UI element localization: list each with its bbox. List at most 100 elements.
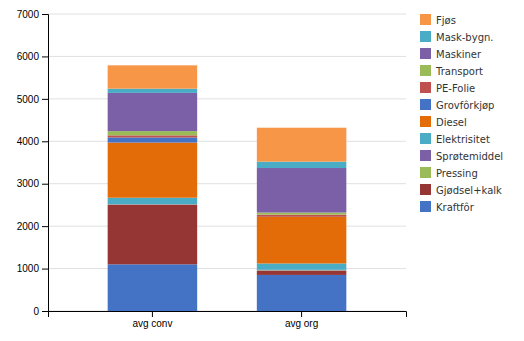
- tick-label: 5000: [17, 94, 40, 105]
- bar-segment: [108, 198, 198, 204]
- legend-item: Pressing: [420, 167, 478, 179]
- legend-item: Transport: [420, 65, 483, 77]
- tick-label: 7000: [17, 9, 40, 20]
- grid-line: [48, 14, 406, 15]
- series: [108, 264, 347, 311]
- tick-mark: [42, 14, 48, 15]
- bar-segment: [108, 264, 198, 311]
- legend-swatch: [420, 184, 431, 195]
- bar-segment: [257, 213, 347, 215]
- legend-label: Grovfôrkjøp: [436, 100, 494, 111]
- legend-swatch: [420, 14, 431, 25]
- plot: 01000200030004000500060007000avg convavg…: [17, 9, 407, 329]
- legend-label: Kraftfôr: [436, 202, 475, 213]
- tick: 7000: [17, 9, 48, 20]
- bar-segment: [257, 215, 347, 217]
- legend-label: Pressing: [436, 168, 478, 179]
- legend-item: Fjøs: [420, 14, 456, 26]
- legend-label: Transport: [435, 66, 483, 77]
- grid-line: [48, 226, 406, 227]
- grid-line: [48, 98, 406, 99]
- legend-item: Grovfôrkjøp: [420, 99, 494, 111]
- bar-segment: [257, 271, 347, 275]
- axis-line: [42, 15, 49, 312]
- bar-segment: [257, 217, 347, 264]
- legend-item: Diesel: [420, 116, 467, 128]
- bar-segment: [108, 143, 198, 198]
- tick-label: 1000: [17, 263, 40, 274]
- legend-label: Mask-bygn.: [436, 32, 494, 43]
- tick: avg conv: [132, 311, 172, 329]
- legend-item: Sprøtemiddel: [420, 150, 503, 162]
- tick-label: 3000: [17, 178, 40, 189]
- series: [108, 89, 347, 168]
- legend-label: Maskiner: [436, 49, 482, 60]
- series: [108, 205, 347, 271]
- x-axis: avg conv avg org: [49, 311, 407, 329]
- bar-segment: [108, 131, 198, 135]
- tick-mark: [42, 56, 48, 57]
- tick-mark: [152, 311, 153, 317]
- series: [108, 205, 347, 275]
- tick-mark: [42, 184, 48, 185]
- legend-swatch: [420, 150, 431, 161]
- legend-swatch: [420, 65, 431, 76]
- grid-line: [48, 141, 406, 142]
- legend-swatch: [420, 82, 431, 93]
- legend-swatch: [420, 201, 431, 212]
- tick-label: avg org: [285, 318, 318, 329]
- legend-swatch: [420, 99, 431, 110]
- grid-line: [48, 56, 406, 57]
- legend-item: Elektrisitet: [420, 133, 490, 145]
- bar-segment: [257, 263, 347, 269]
- legend-swatch: [420, 116, 431, 127]
- legend-label: Fjøs: [436, 15, 456, 26]
- grid-line: [48, 183, 406, 184]
- legend-label: PE-Folie: [436, 83, 475, 94]
- bar-segment: [257, 275, 347, 311]
- tick-label: 4000: [17, 136, 40, 147]
- y-axis: 0 1000 2000 3000 4000 5000 6000 7000: [17, 9, 49, 317]
- tick-mark: [42, 99, 48, 100]
- tick: 4000: [17, 136, 48, 147]
- tick: 2000: [17, 221, 48, 232]
- bar-segment: [257, 270, 347, 271]
- series: [108, 204, 347, 270]
- series: [108, 65, 347, 161]
- grid: [48, 14, 406, 311]
- legend-item: Maskiner: [420, 48, 482, 60]
- legend-swatch: [420, 167, 431, 178]
- bar-segment: [108, 89, 198, 93]
- chart: 01000200030004000500060007000avg convavg…: [0, 0, 524, 341]
- legend-label: Diesel: [436, 117, 467, 128]
- tick-mark: [42, 141, 48, 142]
- tick: 1000: [17, 263, 48, 274]
- legend-swatch: [420, 133, 431, 144]
- bar-segment: [108, 135, 198, 137]
- legend-item: Gjødsel+kalk: [420, 184, 502, 196]
- legend-item: PE-Folie: [420, 82, 475, 94]
- bar-segment: [257, 162, 347, 168]
- bar-segment: [108, 137, 198, 142]
- legend-label: Sprøtemiddel: [436, 151, 503, 162]
- legend-label: Elektrisitet: [436, 134, 490, 145]
- legend-swatch: [420, 31, 431, 42]
- bar-segment: [108, 93, 198, 131]
- tick: 0: [33, 306, 48, 317]
- legend-item: Mask-bygn.: [420, 31, 494, 43]
- bar-segment: [108, 204, 198, 205]
- legend: Fjøs Mask-bygn. Maskiner Transport PE-Folie G…: [420, 14, 503, 213]
- tick-mark: [42, 269, 48, 270]
- tick-mark: [42, 226, 48, 227]
- tick: 6000: [17, 51, 48, 62]
- bar-segment: [257, 168, 347, 213]
- tick-label: avg conv: [132, 318, 172, 329]
- tick-mark: [42, 311, 48, 312]
- bar-segment: [108, 205, 198, 264]
- tick: 3000: [17, 178, 48, 189]
- legend-item: Kraftfôr: [420, 201, 475, 213]
- tick: avg org: [285, 311, 318, 329]
- axis-line: [49, 312, 407, 318]
- series: [108, 137, 198, 142]
- series: [108, 93, 347, 213]
